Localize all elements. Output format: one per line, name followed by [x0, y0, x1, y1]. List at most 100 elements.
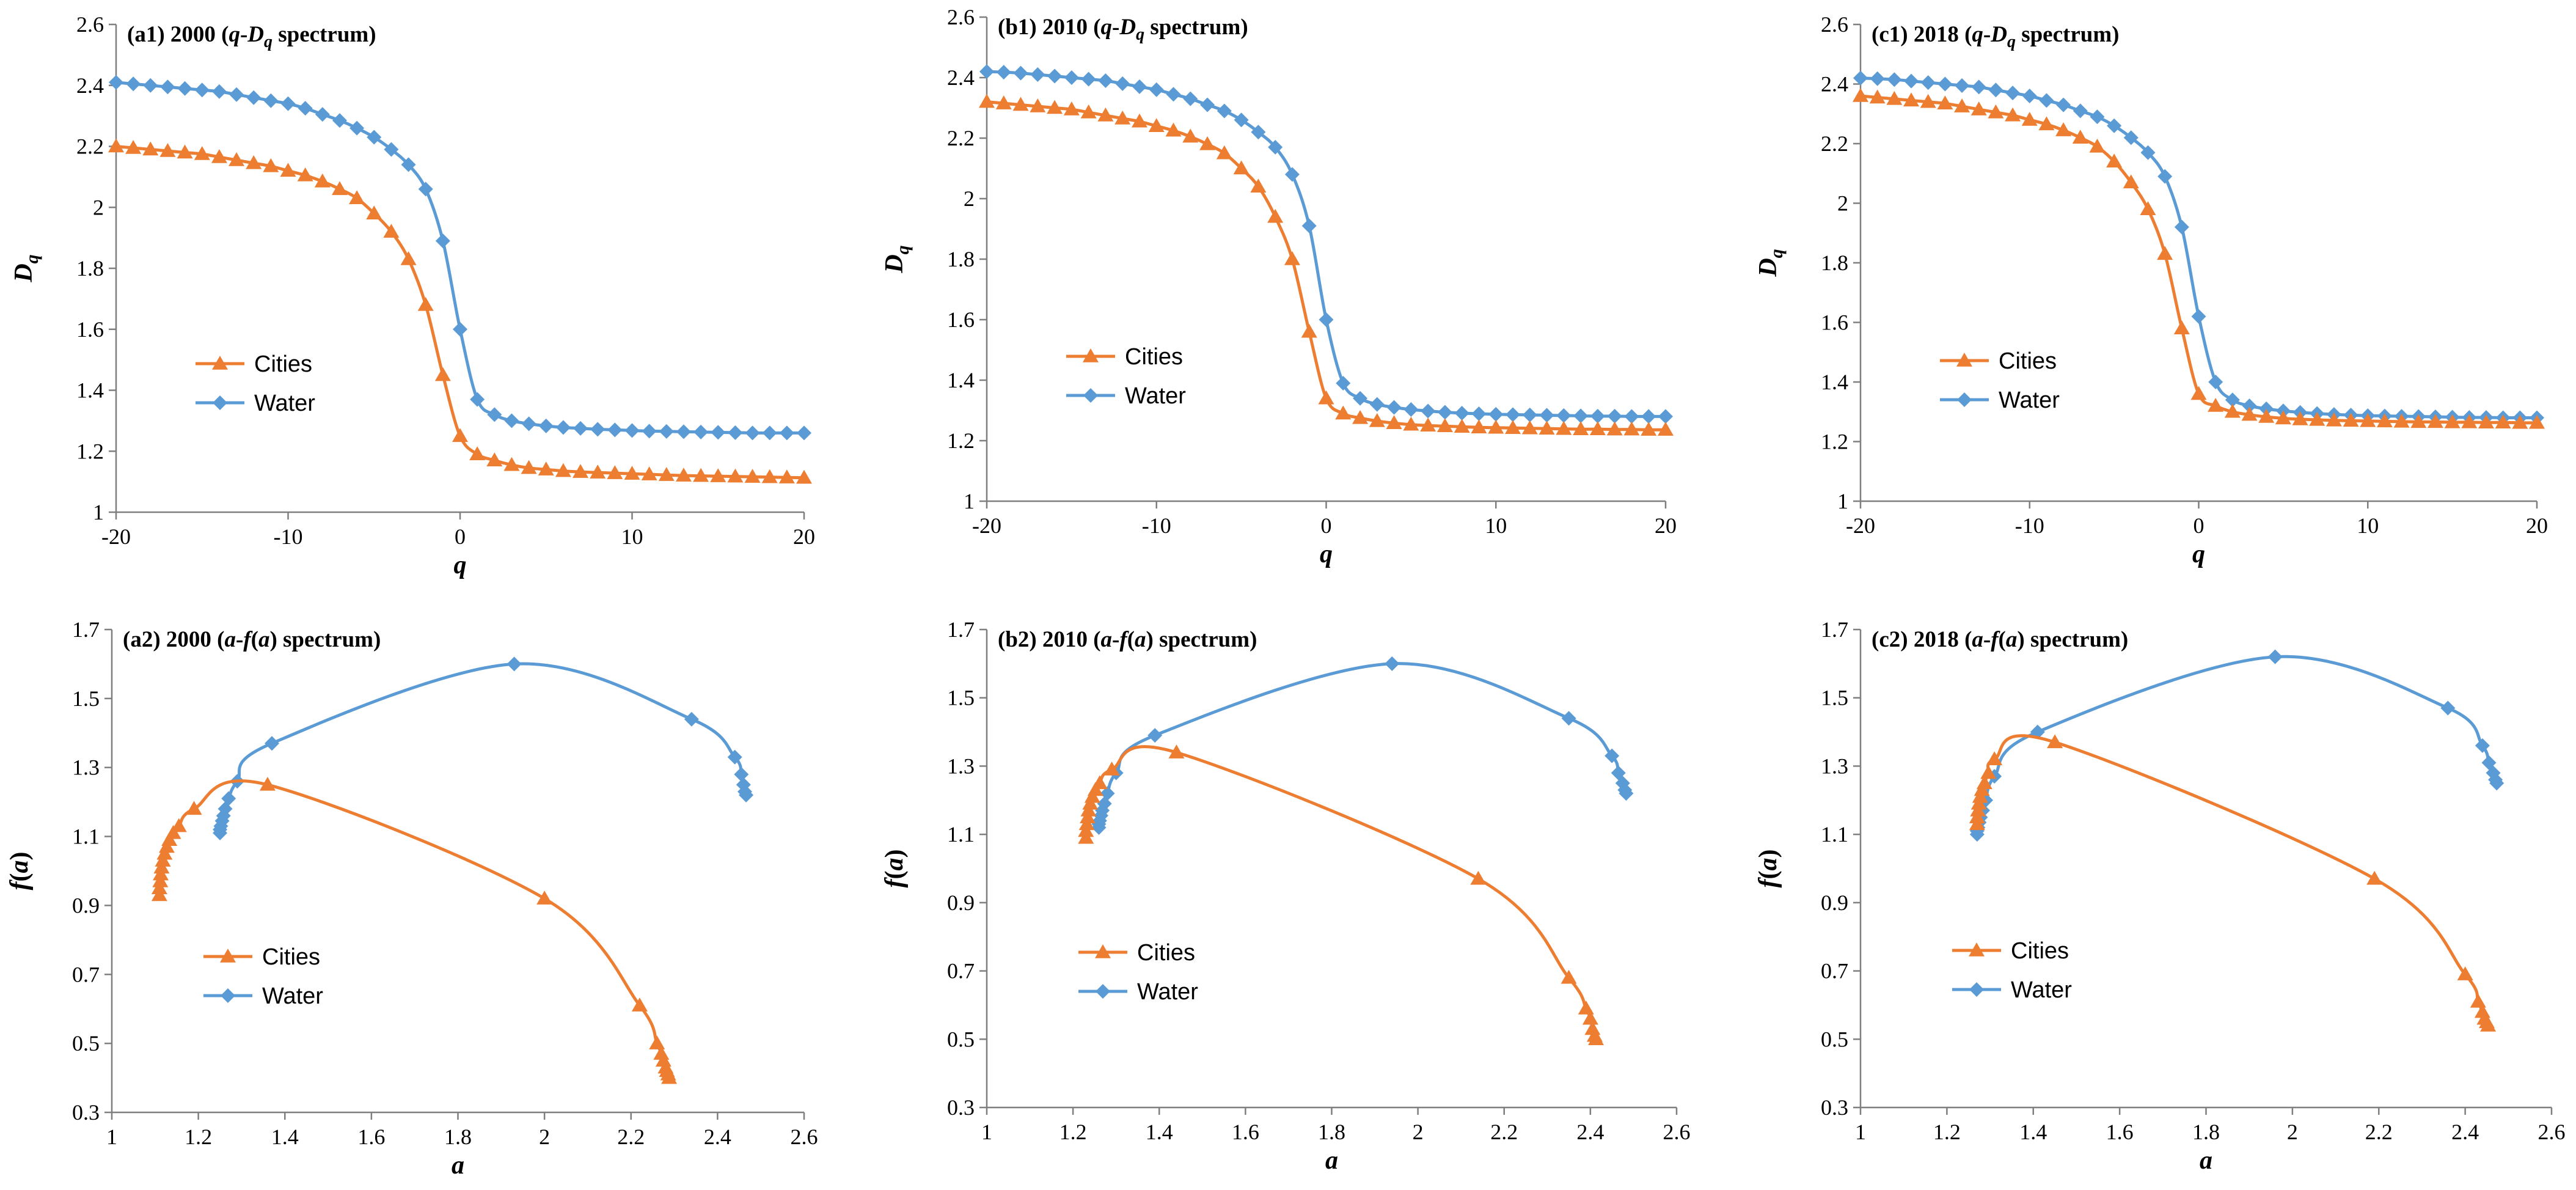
data-point-cities	[366, 205, 382, 219]
data-point-water	[315, 107, 330, 122]
y-axis-label: Dq	[1754, 249, 1787, 277]
y-tick-label: 2	[1837, 191, 1848, 216]
data-point-water	[2225, 392, 2240, 408]
data-point-water	[453, 321, 467, 337]
data-point-water	[979, 64, 994, 79]
data-point-water	[1887, 72, 1902, 87]
data-point-water	[1284, 167, 1300, 182]
x-tick-label: 10	[1485, 513, 1507, 538]
x-tick-label: 2.2	[1490, 1120, 1518, 1144]
data-point-cities	[2343, 413, 2359, 427]
data-point-water	[727, 749, 742, 765]
series-line-water	[218, 662, 748, 833]
data-point-water	[1556, 408, 1572, 423]
data-point-cities	[2461, 414, 2478, 428]
data-point-cities	[170, 818, 187, 832]
data-point-water	[143, 78, 158, 93]
x-tick-label: 10	[2357, 513, 2379, 538]
data-point-water	[2191, 309, 2206, 324]
y-tick-label: 1.7	[1821, 617, 1848, 642]
data-point-cities	[1488, 419, 1504, 434]
y-tick-label: 2.6	[947, 5, 975, 29]
data-point-cities	[2208, 398, 2224, 412]
x-tick-label: 20	[2526, 513, 2548, 538]
y-tick-label: 1.4	[1821, 370, 1848, 394]
data-point-cities	[1267, 208, 1284, 223]
data-point-cities	[1556, 421, 1572, 435]
data-point-cities	[631, 997, 648, 1012]
series-line-water	[1097, 662, 1628, 828]
data-point-water	[1115, 76, 1130, 91]
legend-marker-water	[1096, 984, 1110, 999]
y-tick-label: 2	[93, 195, 104, 219]
data-point-water	[1605, 748, 1620, 763]
data-point-cities	[2241, 406, 2258, 421]
data-point-water	[2005, 86, 2021, 101]
data-point-cities	[2021, 112, 2038, 126]
legend-marker-cities	[220, 949, 236, 963]
data-point-cities	[710, 468, 726, 482]
data-point-cities	[607, 465, 623, 479]
x-tick-label: -10	[2015, 513, 2044, 538]
x-tick-label: 1.6	[357, 1125, 385, 1149]
data-point-cities	[1097, 107, 1114, 122]
panel-title: (c2) 2018 (a-f(a) spectrum)	[1872, 627, 2128, 652]
x-tick-label: 1.8	[2192, 1120, 2220, 1144]
y-axis-label: f(a)	[880, 850, 909, 888]
y-tick-label: 2.6	[1821, 12, 1848, 37]
data-point-water	[711, 425, 726, 440]
data-point-cities	[1047, 100, 1063, 114]
y-tick-label: 2.6	[76, 12, 104, 37]
x-tick-label: 2	[2287, 1120, 2298, 1144]
y-tick-label: 1.1	[947, 822, 975, 847]
panel-title: (b1) 2010 (q-Dq spectrum)	[998, 15, 1248, 44]
data-point-cities	[2529, 414, 2545, 429]
data-point-cities	[1165, 122, 1182, 137]
x-axis-label: a	[2200, 1147, 2212, 1175]
x-tick-label: 2.6	[1663, 1120, 1691, 1144]
series-line-water	[1860, 76, 2537, 420]
x-tick-label: 0	[455, 524, 466, 549]
data-point-cities	[2309, 411, 2325, 426]
data-point-cities	[573, 464, 589, 478]
legend-marker-water	[221, 988, 235, 1003]
x-tick-label: -20	[101, 524, 131, 549]
data-point-water	[2157, 169, 2173, 184]
y-tick-label: 1.4	[947, 368, 975, 392]
data-point-water	[555, 420, 571, 435]
data-point-cities	[125, 139, 142, 154]
data-point-cities	[1420, 417, 1436, 432]
data-point-cities	[2457, 966, 2473, 980]
data-point-cities	[1369, 413, 1385, 427]
data-point-cities	[1920, 94, 1936, 108]
y-tick-label: 1	[964, 489, 975, 513]
data-point-cities	[2055, 122, 2072, 136]
x-tick-label: 1.4	[2019, 1120, 2047, 1144]
data-point-water	[1336, 375, 1351, 391]
x-tick-label: 2	[539, 1125, 550, 1149]
data-point-water	[734, 767, 749, 782]
panel-c1: 1 1.2 1.4 1.6 1.8 2 2.2 2.4 2.6 -20 -10 0 10 20 q Dq (c1…	[1754, 12, 2548, 568]
data-point-water	[1234, 112, 1249, 128]
data-point-cities	[1903, 92, 1920, 107]
data-point-cities	[211, 149, 227, 163]
x-tick-label: 2.4	[1576, 1120, 1604, 1144]
data-point-cities	[2224, 403, 2241, 418]
data-point-water	[607, 422, 623, 438]
data-point-water	[1421, 403, 1436, 419]
data-point-cities	[979, 94, 995, 108]
x-tick-label: -10	[1142, 513, 1171, 538]
data-point-cities	[280, 163, 296, 177]
x-tick-label: 2	[1413, 1120, 1424, 1144]
data-point-water	[349, 120, 365, 136]
data-point-water	[1590, 408, 1605, 424]
data-point-cities	[2444, 414, 2461, 428]
data-point-cities	[383, 224, 400, 238]
data-point-cities	[297, 167, 313, 182]
y-axis-label: f(a)	[5, 852, 34, 891]
data-point-cities	[1301, 323, 1317, 338]
data-point-water	[1971, 79, 1986, 95]
data-point-water	[2039, 93, 2054, 108]
y-tick-label: 1.3	[1821, 754, 1848, 778]
data-point-water	[739, 787, 754, 803]
